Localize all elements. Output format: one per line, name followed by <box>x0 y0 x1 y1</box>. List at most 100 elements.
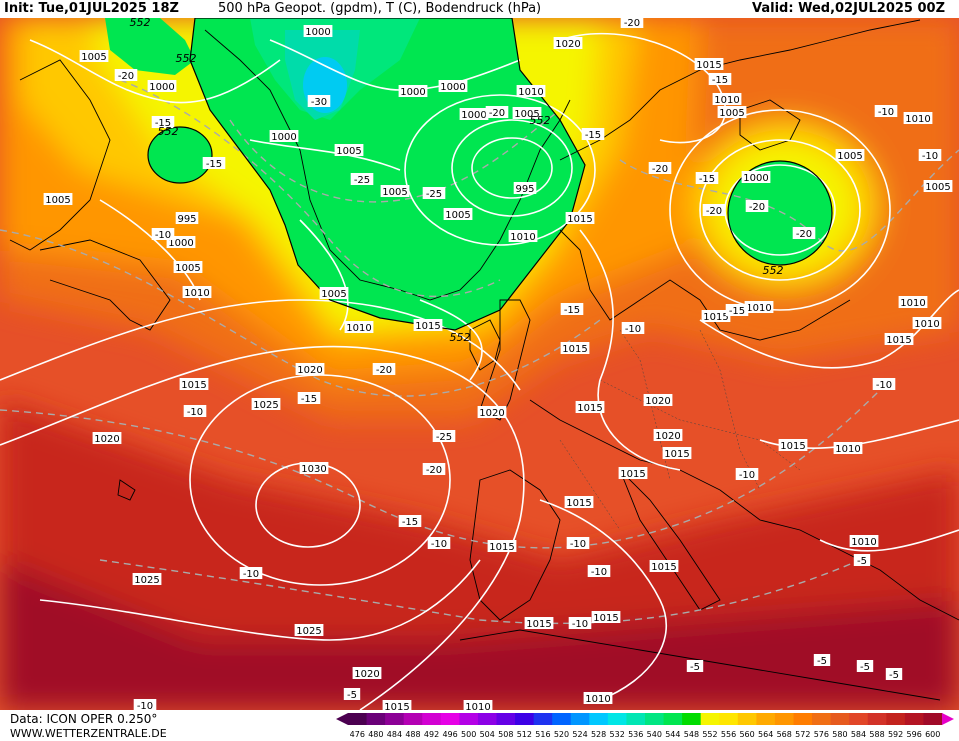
isobar-label-bg <box>477 406 507 418</box>
scale-swatch <box>366 713 386 725</box>
scale-swatch <box>682 713 702 725</box>
isobar-label-bg <box>565 212 595 224</box>
scale-tick-label: 560 <box>739 730 754 739</box>
isobar-label-text: 1015 <box>489 542 514 553</box>
temperature-label-text: -5 <box>889 670 899 681</box>
isobar-label-bg <box>132 573 162 585</box>
isobar-label-text: 1015 <box>696 60 721 71</box>
temperature-label-bg <box>422 187 446 199</box>
isobar-label-text: 1015 <box>620 469 645 480</box>
isobar-labels: 1005 1000 1000 1000 1000 1000 1000 1005 1005 1005… <box>43 25 953 710</box>
isobar-label-bg <box>352 667 382 679</box>
temperature-label-text: -20 <box>796 229 812 240</box>
temperature-label-text: -10 <box>591 567 607 578</box>
temperature-label-text: -15 <box>155 118 171 129</box>
isobar-label: 1015 <box>524 617 554 630</box>
scale-tick-label: 520 <box>554 730 569 739</box>
isobar-label-bg <box>334 144 364 156</box>
temperature-label-bg <box>702 204 726 216</box>
temperature-label: -10 <box>239 567 263 580</box>
scale-swatch <box>589 713 609 725</box>
scale-tick-label: 576 <box>814 730 829 739</box>
isobar-label: 1010 <box>833 442 863 455</box>
scale-tick-label: 536 <box>628 730 643 739</box>
scale-swatch <box>719 713 739 725</box>
isobar-label-bg <box>712 93 742 105</box>
scale-swatch <box>756 713 776 725</box>
isobar-label: 1015 <box>487 540 517 553</box>
temperature-label-text: -10 <box>243 569 259 580</box>
isobar-label: 1005 <box>443 208 473 221</box>
temperature-label: -15 <box>581 128 605 141</box>
scale-swatch <box>923 713 943 725</box>
isobar-label-bg <box>643 394 673 406</box>
temperature-label: -20 <box>485 106 509 119</box>
geopotential-label: 552 <box>176 52 197 65</box>
isobar-label-bg <box>398 85 428 97</box>
temperature-label: -15 <box>725 304 749 317</box>
valid-time: Valid: Wed,02JUL2025 00Z <box>752 1 945 16</box>
temperature-label-text: -10 <box>137 701 153 710</box>
temperature-label-text: -10 <box>431 539 447 550</box>
isobar-label: 1015 <box>575 401 605 414</box>
scale-swatch <box>849 713 869 725</box>
isobar-label: 1015 <box>591 611 621 624</box>
scale-tick-label: 580 <box>832 730 847 739</box>
geopotential-label: 552 <box>530 114 551 127</box>
temperature-label-text: -15 <box>712 75 728 86</box>
isobar-label-text: 1005 <box>925 182 950 193</box>
isobar-label-text: 1020 <box>555 39 580 50</box>
temperature-label-text: -5 <box>690 662 700 673</box>
isobar-label: 1010 <box>463 700 493 710</box>
isobar-label-bg <box>79 50 109 62</box>
temperature-label-text: -10 <box>739 470 755 481</box>
isobar-label: 1010 <box>508 230 538 243</box>
scale-tick-label: 504 <box>480 730 495 739</box>
temperature-label: -15 <box>151 116 175 129</box>
isobar-label-text: 1020 <box>479 408 504 419</box>
temperature-label: -10 <box>621 322 645 335</box>
temperature-label-text: -10 <box>878 107 894 118</box>
temperature-label-bg <box>566 537 590 549</box>
temperature-label: -15 <box>708 73 732 86</box>
isobar-label-bg <box>701 310 731 322</box>
temperature-label-bg <box>183 405 207 417</box>
temperature-label: -5 <box>343 688 361 701</box>
isobar-label-text: 1020 <box>297 365 322 376</box>
isobars <box>0 32 959 710</box>
isobar-label-bg <box>583 692 613 704</box>
isobar-label-bg <box>591 611 621 623</box>
temperature-label: -30 <box>307 95 331 108</box>
scale-swatch <box>533 713 553 725</box>
isobar-label-text: 1015 <box>664 449 689 460</box>
color-scale-ticks: 476 480 484 488 492 496 500 504 508 512 516 520 524 5… <box>350 730 941 739</box>
temperature-label: -15 <box>560 303 584 316</box>
temperature-label: -10 <box>427 537 451 550</box>
isobar-label-bg <box>649 560 679 572</box>
scale-swatch <box>422 713 442 725</box>
scale-swatch <box>886 713 906 725</box>
isobar-label: 1030 <box>299 462 329 475</box>
temperature-label-text: -20 <box>489 108 505 119</box>
isobar-label: 1005 <box>173 261 203 274</box>
isobar-label-bg <box>173 261 203 273</box>
isobar-label-bg <box>513 182 537 194</box>
scale-tick-label: 584 <box>851 730 866 739</box>
isobar-label: 995 <box>513 182 537 195</box>
temperature-label-bg <box>151 228 175 240</box>
isobar-label-bg <box>294 624 324 636</box>
scale-arrow-right <box>942 713 954 725</box>
isobar-label-text: 1010 <box>851 537 876 548</box>
temperature-label-bg <box>874 105 898 117</box>
temperature-label-text: -25 <box>426 189 442 200</box>
temperature-label-bg <box>398 515 422 527</box>
isobar-label-text: 1010 <box>914 319 939 330</box>
scale-swatch <box>607 713 627 725</box>
temperature-label: -5 <box>813 654 831 667</box>
scale-swatch <box>348 713 368 725</box>
temperature-label-text: -5 <box>860 662 870 673</box>
temperature-label-text: -25 <box>436 432 452 443</box>
scale-tick-label: 492 <box>424 730 439 739</box>
isobar-label-text: 1005 <box>445 210 470 221</box>
isobar-label-bg <box>487 540 517 552</box>
